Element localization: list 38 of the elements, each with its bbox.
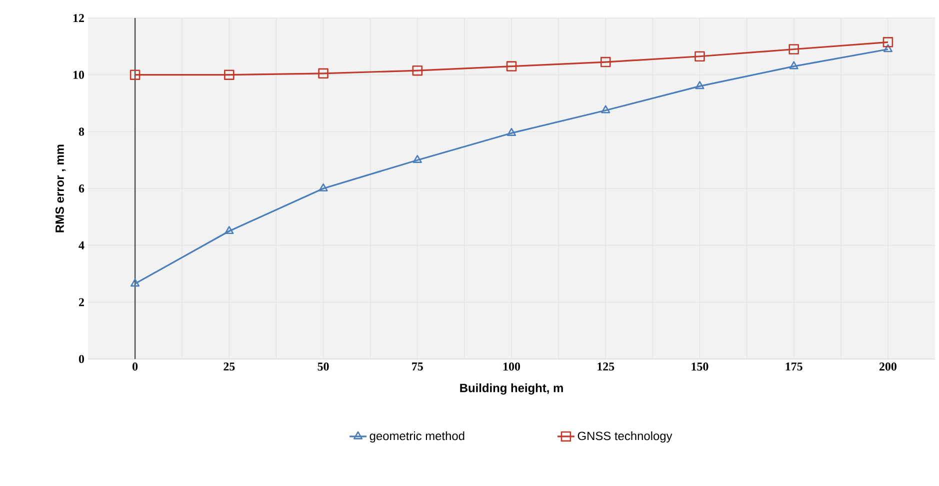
point	[506, 61, 517, 72]
point	[224, 226, 234, 234]
point	[694, 51, 705, 62]
y-tick-label: 4	[78, 241, 84, 250]
point	[318, 183, 328, 192]
point	[600, 56, 611, 68]
x-tick-label: 75	[412, 362, 423, 370]
point	[318, 68, 328, 79]
y-axis-title: RMS error , mm	[55, 144, 66, 232]
x-tick-label: 50	[318, 362, 329, 371]
legend-label: GNSS technology	[578, 431, 672, 443]
point	[224, 70, 234, 80]
point	[883, 44, 892, 52]
x-tick-label: 0	[132, 362, 138, 371]
y-tick-label: 10	[73, 70, 84, 79]
x-tick-label: 150	[692, 362, 708, 371]
legend-label: geometric method	[370, 431, 464, 443]
point	[412, 65, 423, 76]
x-axis-title: Building height, m	[460, 383, 563, 395]
x-tick-label: 125	[598, 362, 614, 371]
point	[130, 278, 140, 287]
point	[789, 61, 798, 70]
point	[882, 37, 894, 48]
point	[601, 105, 610, 114]
point	[788, 44, 799, 54]
y-tick-label: 2	[79, 298, 84, 306]
y-tick-label: 6	[78, 184, 84, 193]
point	[695, 81, 704, 90]
y-tick-label: 12	[73, 14, 84, 22]
x-tick-label: 100	[503, 362, 520, 371]
x-tick-label: 200	[879, 362, 896, 371]
y-tick-label: 0	[78, 354, 84, 364]
x-tick-label: 175	[786, 362, 802, 371]
x-tick-label: 25	[224, 362, 235, 371]
point	[506, 128, 516, 136]
point	[412, 154, 422, 163]
y-tick-label: 8	[78, 128, 84, 136]
point	[130, 70, 140, 80]
